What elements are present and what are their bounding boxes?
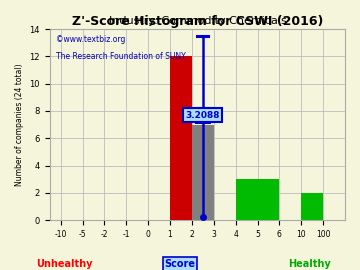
Text: Score: Score	[165, 259, 195, 269]
Bar	[170, 56, 192, 220]
Text: Unhealthy: Unhealthy	[36, 259, 93, 269]
Text: ©www.textbiz.org: ©www.textbiz.org	[56, 35, 125, 44]
Text: Industry: Commodity Chemicals: Industry: Commodity Chemicals	[108, 16, 286, 26]
Bar	[236, 179, 279, 220]
Text: 3.2088: 3.2088	[186, 111, 220, 120]
Y-axis label: Number of companies (24 total): Number of companies (24 total)	[15, 63, 24, 186]
Text: The Research Foundation of SUNY: The Research Foundation of SUNY	[56, 52, 185, 61]
Bar	[301, 193, 323, 220]
Bar	[192, 125, 214, 220]
Title: Z'-Score Histogram for CSWI (2016): Z'-Score Histogram for CSWI (2016)	[72, 15, 323, 28]
Text: Healthy: Healthy	[288, 259, 331, 269]
